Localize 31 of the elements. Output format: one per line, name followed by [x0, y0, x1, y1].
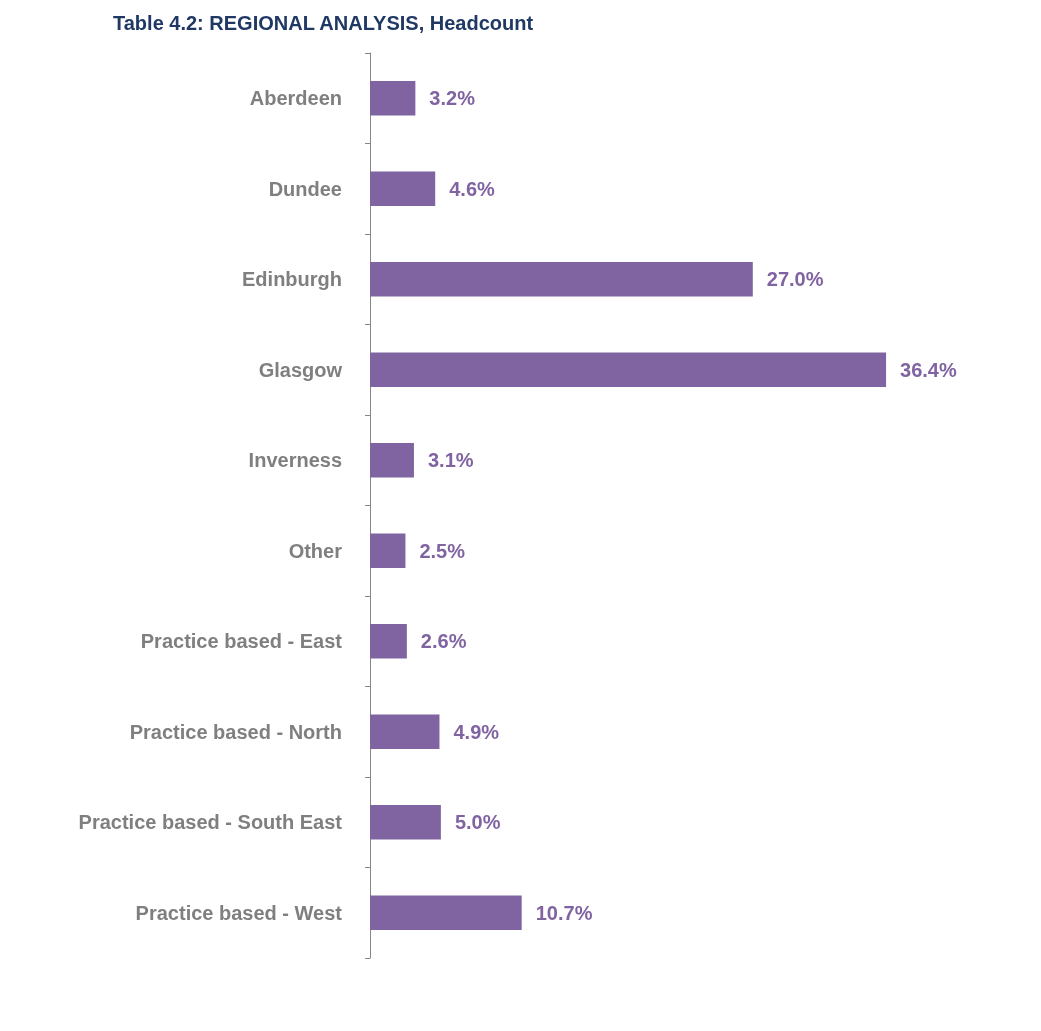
chart-title: Table 4.2: REGIONAL ANALYSIS, Headcount: [113, 12, 534, 34]
data-label: 3.1%: [427, 449, 474, 472]
y-tick-label: Aberdeen: [249, 87, 342, 110]
y-tick-label: Practice based - North: [129, 720, 342, 743]
data-label: 36.4%: [900, 358, 957, 381]
data-label: 5.0%: [454, 811, 501, 834]
bar: [370, 533, 406, 568]
data-label: 2.5%: [419, 539, 466, 562]
bar: [370, 624, 407, 659]
y-tick-label: Inverness: [248, 449, 342, 472]
bar: [370, 443, 414, 478]
data-label: 10.7%: [535, 901, 593, 924]
y-tick-label: Other: [288, 539, 343, 562]
bar: [370, 81, 416, 116]
bar: [370, 805, 441, 840]
data-label: 4.6%: [449, 177, 496, 200]
bar: [370, 352, 887, 387]
y-tick-label: Practice based - East: [140, 630, 343, 653]
y-tick-label: Practice based - West: [135, 901, 343, 924]
data-label: 4.9%: [453, 720, 500, 743]
y-tick-label: Edinburgh: [242, 268, 342, 291]
data-label: 3.2%: [429, 87, 476, 110]
y-tick-label: Dundee: [268, 177, 342, 200]
bar: [370, 171, 436, 206]
bar: [370, 262, 753, 297]
y-tick-label: Glasgow: [258, 358, 343, 381]
y-tick-label: Practice based - South East: [78, 811, 343, 834]
bar: [370, 895, 522, 930]
data-label: 2.6%: [420, 630, 467, 653]
data-label: 27.0%: [766, 268, 824, 291]
bar: [370, 714, 440, 749]
